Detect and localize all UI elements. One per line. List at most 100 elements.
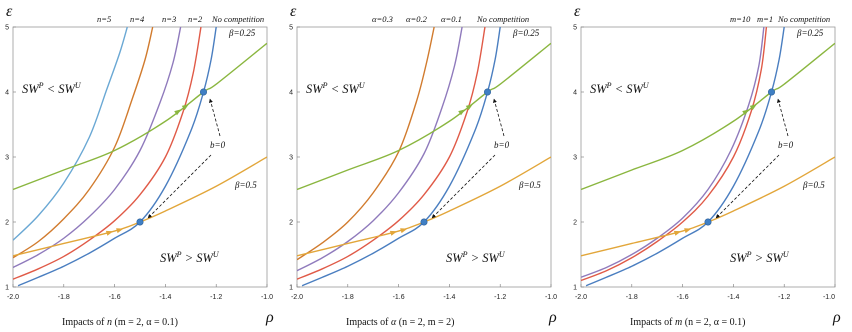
series-line--0-5 (581, 156, 835, 257)
panel-2-x-tick-label: -2.0 (291, 294, 303, 301)
panel-3-y-tick-label: 5 (573, 25, 577, 32)
panel-1-plot-area (12, 26, 268, 288)
panel-3-beta-05-label: β=0.5 (802, 180, 825, 190)
panel-2-y-tick-label: 5 (289, 25, 293, 32)
chart-panel-2: ε ρ Impacts of α (n = 2, m = 2) α=0.3 α=… (289, 3, 557, 328)
panel-3-top-label-m1: m=1 (757, 14, 773, 24)
series-line--0-1 (297, 27, 486, 280)
panel-2-x-tick-label: -1.4 (443, 294, 455, 301)
panel-1-top-label-n2: n=2 (188, 14, 203, 24)
series-line-m-10 (581, 27, 765, 278)
panel-1-y-tick-label: 1 (5, 285, 9, 292)
panel-1-b0-arrow-upper (209, 98, 221, 137)
series-line-n-2 (13, 27, 202, 280)
panel-2-caption-params: (n = 2, m = 2) (396, 317, 454, 328)
series-line-n-5 (13, 27, 128, 241)
panel-1-region-top-label: SWP < SWU (22, 81, 82, 96)
panel-1-top-label-no-competition: No competition (211, 14, 264, 24)
panel-3-x-tick-label: -2.0 (575, 294, 587, 301)
panel-2-beta-025-label: β=0.25 (512, 28, 540, 38)
chart-panel-1: ε ρ Impacts of n (m = 2, α = 0.1) n=5 n=… (5, 3, 274, 328)
panel-1-y-tick-label: 2 (5, 220, 9, 227)
panel-1-top-label-n5: n=5 (97, 14, 111, 24)
equilibrium-point (767, 88, 775, 96)
panel-3-y-tick-label: 2 (573, 220, 577, 227)
panel-1-b0-label: b=0 (210, 140, 226, 150)
panel-1-frame (12, 26, 268, 288)
panel-1-x-axis-label: ρ (265, 309, 274, 326)
panel-1-y-axis-label: ε (6, 3, 13, 20)
panel-1-y-ticks: 1 2 3 4 5 (5, 25, 9, 292)
panel-1-x-tick-label: -1.0 (261, 294, 273, 301)
series-line--0-25 (13, 42, 267, 191)
panel-1-b0-arrow-lower (147, 154, 212, 219)
series-line--0-2 (297, 27, 463, 272)
panel-1-top-label-n4: n=4 (130, 14, 145, 24)
equilibrium-point (200, 88, 208, 96)
panel-3-b0-arrow-lower (715, 154, 780, 219)
panel-2-beta-05-label: β=0.5 (518, 180, 541, 190)
curve-arrow-marker (181, 104, 189, 111)
panel-2-top-label-alpha02: α=0.2 (406, 14, 428, 24)
series-line--0-25 (297, 42, 551, 191)
panel-2-x-tick-label: -1.0 (545, 294, 557, 301)
panel-3-top-label-no-competition: No competition (777, 14, 830, 24)
equilibrium-point (704, 218, 712, 226)
panel-3-top-labels: m=10 m=1 No competition (730, 14, 830, 24)
curve-arrow-marker (749, 104, 757, 111)
panel-1-x-tick-label: -1.6 (109, 294, 121, 301)
curve-arrow-marker (458, 109, 466, 116)
series-line--0-25 (581, 42, 835, 191)
panel-1-caption-prefix: Impacts of (62, 317, 107, 328)
panel-1-top-labels: n=5 n=4 n=3 n=2 No competition (97, 14, 264, 24)
panel-1-beta-05-label: β=0.5 (234, 180, 257, 190)
panel-2-caption-variable: α (391, 317, 397, 328)
panel-2-b0-arrow-upper (493, 98, 505, 137)
panel-1-beta-025-label: β=0.25 (228, 28, 256, 38)
panel-2-top-label-alpha03: α=0.3 (372, 14, 393, 24)
series-lines (297, 27, 551, 287)
panel-2-b0-label: b=0 (494, 140, 510, 150)
series-line-n-4 (13, 27, 154, 259)
panel-1-y-tick-label: 4 (5, 90, 9, 97)
panel-3-y-axis-label: ε (574, 3, 581, 20)
panel-2-x-tick-label: -1.8 (342, 294, 354, 301)
panel-1-x-tick-label: -1.4 (159, 294, 171, 301)
panel-3-caption-variable: m (675, 317, 682, 328)
panel-3-x-tick-label: -1.0 (823, 294, 835, 301)
panel-1-top-label-n3: n=3 (162, 14, 176, 24)
panel-3-x-tick-label: -1.8 (626, 294, 638, 301)
panel-2-region-bottom-label: SWP > SWU (446, 250, 506, 265)
panel-1-x-ticks: -2.0 -1.8 -1.6 -1.4 -1.2 -1.0 (7, 294, 273, 301)
panel-2-x-tick-label: -1.2 (494, 294, 506, 301)
panel-2-y-tick-label: 4 (289, 90, 293, 97)
panel-2-top-label-no-competition: No competition (476, 14, 529, 24)
panel-2-y-ticks: 1 2 3 4 5 (289, 25, 293, 292)
series-line--0-3 (297, 27, 435, 261)
panel-3-x-tick-label: -1.2 (778, 294, 790, 301)
panel-3-top-label-m10: m=10 (730, 14, 751, 24)
panel-2-y-tick-label: 3 (289, 155, 293, 162)
series-line-m-1 (581, 27, 768, 282)
curve-arrow-marker (400, 228, 408, 234)
curve-arrow-marker (465, 104, 473, 111)
panel-2-y-tick-label: 1 (289, 285, 293, 292)
series-line--0-5 (297, 156, 551, 257)
panel-2-region-top-label: SWP < SWU (306, 81, 366, 96)
panel-3-y-ticks: 1 2 3 4 5 (573, 25, 577, 292)
panel-2-frame (296, 26, 552, 288)
panel-3-x-ticks: -2.0 -1.8 -1.6 -1.4 -1.2 -1.0 (575, 294, 835, 301)
panel-1-caption-params: (m = 2, α = 0.1) (112, 317, 178, 328)
panel-3-region-bottom-label: SWP > SWU (730, 250, 790, 265)
panel-3-beta-025-label: β=0.25 (796, 28, 824, 38)
equilibrium-point (483, 88, 491, 96)
curve-arrow-marker (116, 228, 124, 234)
panel-2-x-tick-label: -1.6 (393, 294, 405, 301)
series-line-n-3 (13, 27, 182, 269)
panel-3-caption-prefix: Impacts of (630, 317, 675, 328)
panel-1-caption: Impacts of n (m = 2, α = 0.1) (62, 317, 178, 328)
panel-3-x-tick-label: -1.6 (677, 294, 689, 301)
equilibrium-point (136, 218, 144, 226)
series-line--0-5 (13, 156, 267, 257)
panel-3-x-tick-label: -1.4 (727, 294, 739, 301)
